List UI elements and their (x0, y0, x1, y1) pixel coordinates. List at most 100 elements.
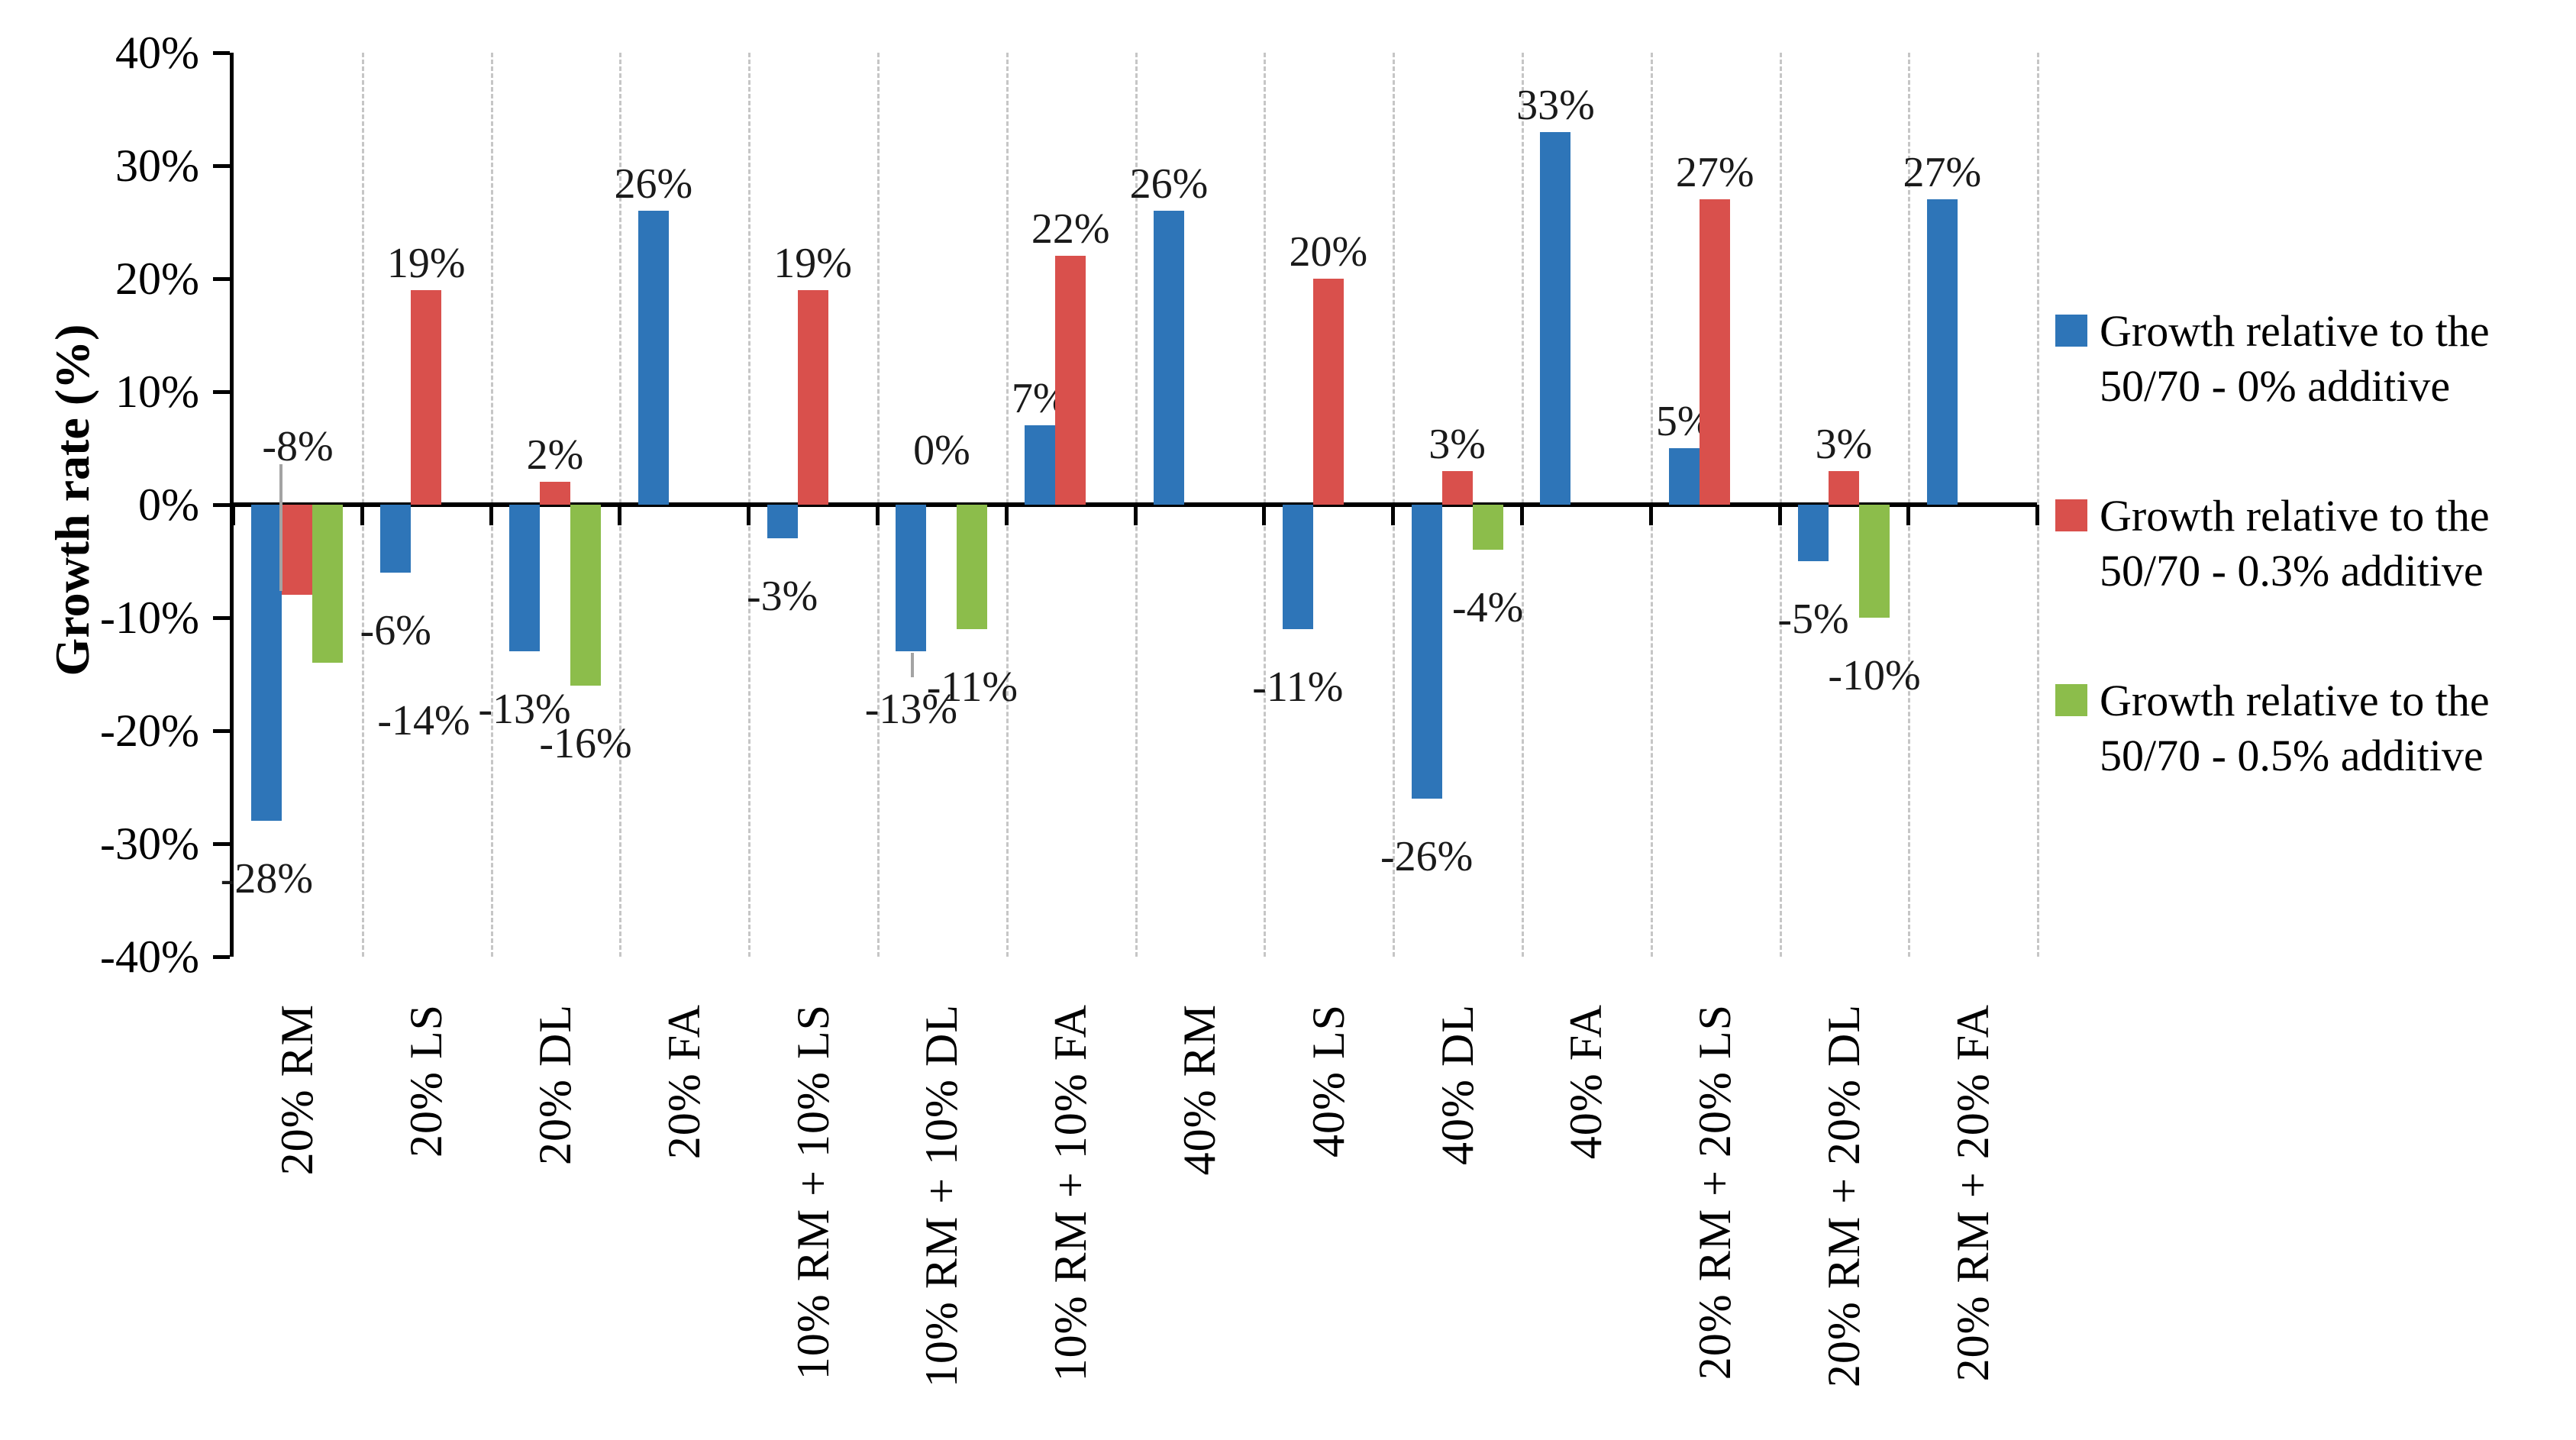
category-label: 40% LS (1303, 1004, 1354, 1157)
data-label: 3% (1815, 420, 1873, 468)
data-label: 26% (614, 160, 693, 208)
category-label: 10% RM + 10% DL (916, 1004, 967, 1388)
label-leader-line (911, 653, 914, 677)
category-tick-mark (618, 505, 622, 525)
y-tick-label: -20% (100, 705, 199, 756)
data-label: -11% (926, 663, 1018, 711)
bar-50-70-0-additive (251, 505, 282, 822)
y-tick-mark (213, 955, 230, 959)
bar-50-70-0-additive (1282, 505, 1313, 629)
bar-50-70-0-additive (1540, 131, 1571, 505)
data-label: 22% (1031, 205, 1110, 253)
legend-swatch (2055, 684, 2087, 716)
bar-50-70-0.3-additive (1312, 279, 1344, 505)
category-label: 20% RM + 20% DL (1819, 1004, 1869, 1388)
category-label: 40% RM (1174, 1004, 1225, 1176)
category-label: 20% LS (401, 1004, 452, 1157)
legend-item: Growth relative to the 50/70 - 0% additi… (2055, 304, 2558, 414)
y-tick-mark (213, 277, 230, 281)
data-label: -13% (478, 686, 571, 734)
category-tick-mark (1391, 505, 1396, 525)
data-label: -14% (377, 697, 470, 745)
bar-50-70-0.3-additive (797, 289, 828, 505)
data-label: 3% (1428, 420, 1486, 468)
y-tick-label: 30% (115, 140, 199, 191)
data-label: 0% (913, 427, 970, 474)
y-tick-mark (213, 164, 230, 168)
bar-50-70-0-additive (767, 505, 798, 539)
category-label: 40% FA (1561, 1004, 1612, 1160)
y-tick-label: 0% (138, 479, 199, 530)
bar-50-70-0.5-additive (312, 505, 344, 663)
data-label: -16% (539, 719, 632, 767)
y-tick-label: -40% (100, 931, 199, 982)
category-tick-mark (2035, 505, 2040, 525)
y-tick-label: 10% (115, 366, 199, 417)
data-label: 20% (1289, 228, 1368, 276)
bar-50-70-0.3-additive (540, 482, 570, 505)
bar-50-70-0-additive (896, 505, 927, 652)
category-tick-mark (747, 505, 751, 525)
bar-50-70-0.3-additive (1055, 256, 1086, 505)
bar-50-70-0.3-additive (411, 289, 442, 505)
category-tick-mark (1133, 505, 1138, 525)
y-tick-label: 40% (115, 27, 199, 78)
y-tick-label: -30% (100, 818, 199, 869)
bar-50-70-0-additive (1154, 211, 1184, 505)
data-label: 19% (386, 239, 466, 287)
category-label: 20% RM + 20% FA (1947, 1004, 1998, 1382)
data-label: -5% (1777, 596, 1849, 643)
y-tick-mark (213, 390, 230, 394)
bar-50-70-0.3-additive (1441, 470, 1473, 505)
bar-50-70-0-additive (1798, 505, 1829, 561)
data-label: -3% (746, 573, 818, 621)
bar-50-70-0-additive (1411, 505, 1442, 799)
bar-50-70-0-additive (380, 505, 412, 573)
category-tick-mark (1004, 505, 1009, 525)
category-tick-mark (876, 505, 880, 525)
data-label: 19% (773, 239, 852, 287)
bar-50-70-0.5-additive (570, 505, 601, 686)
data-label: -28% (220, 855, 314, 903)
category-label: 20% RM + 20% LS (1690, 1004, 1741, 1380)
legend-label: Growth relative to the 50/70 - 0.5% addi… (2100, 676, 2490, 780)
y-tick-label: 20% (115, 253, 199, 304)
data-label: 2% (526, 431, 584, 479)
y-tick-mark (213, 842, 230, 846)
bar-50-70-0.5-additive (957, 505, 988, 629)
data-label: 26% (1129, 160, 1209, 208)
data-label: -10% (1828, 652, 1921, 699)
bar-50-70-0.3-additive (282, 505, 313, 596)
category-label: 10% RM + 10% FA (1045, 1004, 1096, 1382)
y-tick-mark (213, 616, 230, 620)
legend-item: Growth relative to the 50/70 - 0.5% addi… (2055, 673, 2558, 783)
bar-50-70-0.5-additive (1859, 505, 1890, 618)
y-tick-label: -10% (100, 592, 199, 643)
category-tick-mark (1777, 505, 1782, 525)
bar-50-70-0-additive (509, 505, 540, 652)
data-label: -26% (1380, 832, 1474, 880)
data-label: -11% (1252, 663, 1344, 711)
bar-50-70-0.5-additive (1472, 505, 1503, 550)
legend-swatch (2055, 315, 2087, 347)
y-tick-mark (213, 503, 230, 507)
legend-label: Growth relative to the 50/70 - 0.3% addi… (2100, 491, 2490, 596)
legend-label: Growth relative to the 50/70 - 0% additi… (2100, 306, 2490, 411)
category-tick-mark (1648, 505, 1653, 525)
category-label: 10% RM + 10% LS (787, 1004, 838, 1380)
data-label: -6% (360, 606, 431, 654)
y-tick-mark (213, 729, 230, 733)
legend-item: Growth relative to the 50/70 - 0.3% addi… (2055, 489, 2558, 599)
category-label: 20% FA (658, 1004, 709, 1160)
bar-50-70-0.3-additive (1829, 470, 1859, 505)
data-label: 27% (1903, 149, 1982, 197)
label-leader-line (279, 464, 282, 591)
bar-50-70-0.3-additive (1700, 199, 1731, 505)
category-label: 40% DL (1432, 1004, 1483, 1165)
data-label: 27% (1675, 149, 1754, 197)
y-tick-mark (213, 51, 230, 55)
category-tick-mark (1520, 505, 1524, 525)
bar-50-70-0-additive (638, 211, 669, 505)
data-label: -4% (1451, 584, 1524, 632)
